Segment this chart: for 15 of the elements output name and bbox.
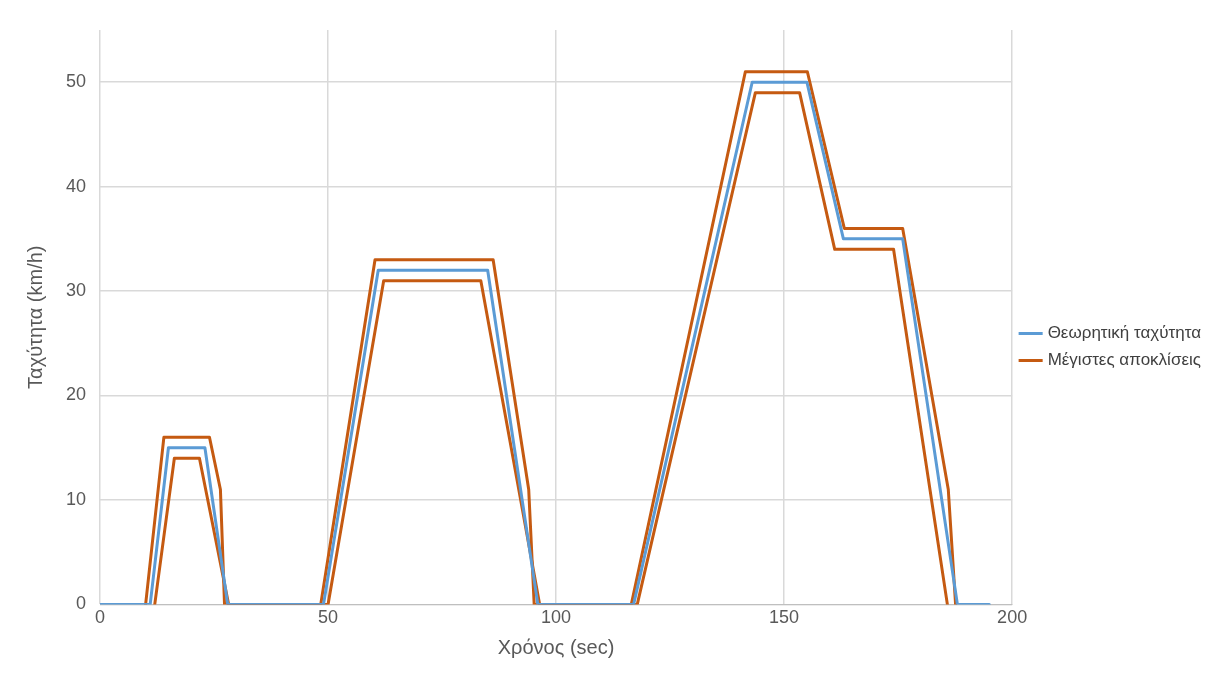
- x-tick-label: 200: [997, 607, 1028, 628]
- y-axis-title: Ταχύτητα (km/h): [23, 245, 46, 389]
- y-tick-label: 50: [65, 71, 87, 92]
- x-axis-title: Χρόνος (sec): [497, 635, 615, 658]
- x-tick-label: 0: [95, 607, 106, 628]
- x-tick-label: 50: [318, 607, 339, 628]
- x-tick-label: 150: [769, 607, 800, 628]
- y-tick-label: 10: [65, 488, 87, 509]
- legend-label: Θεωρητική ταχύτητα: [1047, 323, 1202, 343]
- y-tick-label: 40: [65, 175, 87, 196]
- x-tick-label: 100: [541, 607, 572, 628]
- legend-label: Μέγιστες αποκλίσεις: [1047, 350, 1201, 370]
- y-tick-label: 30: [65, 280, 87, 301]
- y-tick-label: 20: [65, 384, 87, 405]
- y-tick-label: 0: [76, 593, 87, 614]
